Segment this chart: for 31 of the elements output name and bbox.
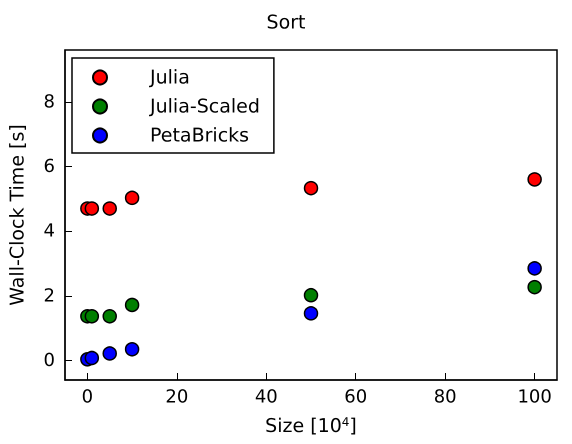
x-tick-label: 0 [82, 386, 94, 408]
x-tick-label: 100 [517, 386, 552, 408]
point [102, 346, 117, 361]
point [84, 201, 100, 216]
x-tick-label: 60 [344, 386, 368, 408]
y-tick-label: 6 [44, 156, 55, 177]
point [102, 309, 117, 324]
chart-title: Sort [266, 12, 306, 34]
point [304, 180, 318, 196]
y-tick-label: 8 [44, 91, 55, 112]
point [124, 342, 140, 357]
legend-label: Julia [149, 66, 190, 88]
point [304, 288, 318, 302]
point [102, 201, 117, 216]
point [84, 350, 100, 366]
point [527, 261, 542, 276]
y-axis-title: Wall-Clock Time [s] [6, 124, 28, 306]
y-tick-label: 4 [44, 220, 55, 242]
point [527, 172, 542, 187]
x-tick-label: 80 [434, 386, 457, 408]
x-tick-label: 40 [254, 386, 278, 408]
point [124, 298, 140, 312]
y-tick-label: 2 [44, 285, 55, 306]
legend-label: PetaBricks [150, 124, 250, 146]
y-tick-label: 0 [44, 350, 55, 372]
point [527, 280, 542, 294]
point [124, 190, 140, 206]
legend-label: Julia-Scaled [149, 96, 260, 118]
point [304, 306, 318, 321]
point [84, 309, 100, 324]
x-tick-label: 20 [165, 386, 188, 408]
